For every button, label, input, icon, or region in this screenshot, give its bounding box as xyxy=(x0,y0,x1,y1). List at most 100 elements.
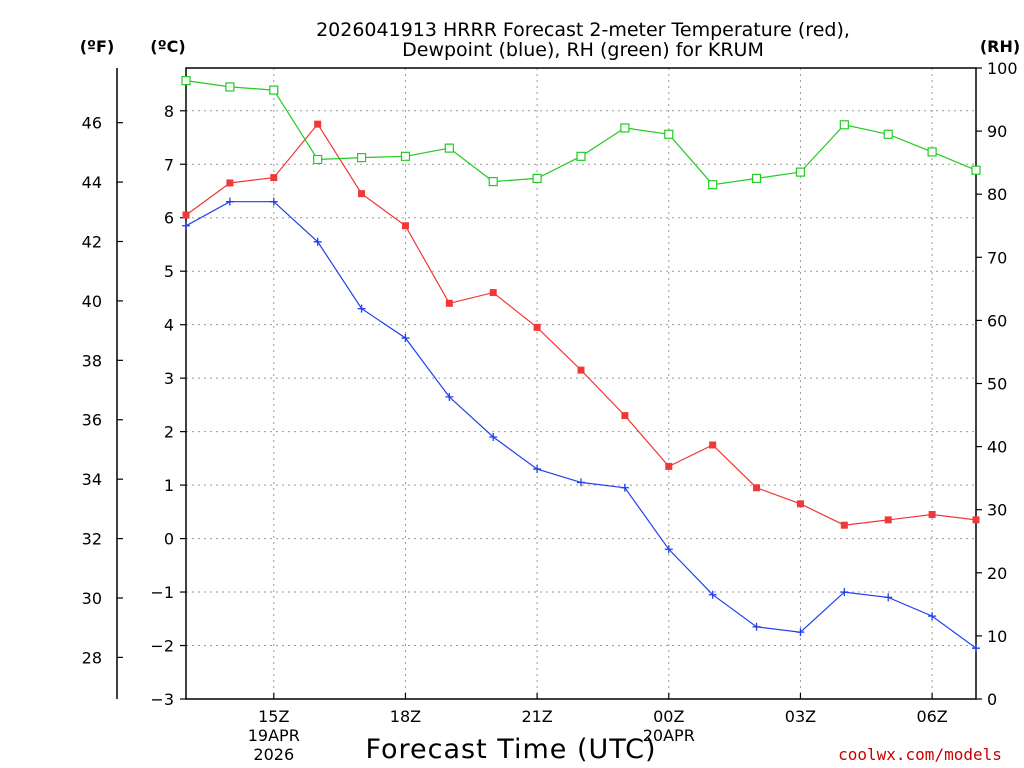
temperature-point xyxy=(709,441,717,449)
x-tick-label: 00Z xyxy=(653,707,684,726)
dewpoint-point xyxy=(796,628,805,637)
rh-point xyxy=(620,123,630,133)
rh-tick-label: 50 xyxy=(987,375,1007,394)
celsius-tick-label: 0 xyxy=(164,530,174,549)
temperature-point xyxy=(182,211,190,219)
grid xyxy=(186,68,976,699)
rh-point xyxy=(664,129,674,139)
dewpoint-point xyxy=(972,644,980,653)
x-tick-label: 03Z xyxy=(785,707,816,726)
dewpoint-point xyxy=(445,392,454,401)
x-tick-label: 18Z xyxy=(390,707,421,726)
temperature-point xyxy=(621,412,629,420)
rh-point xyxy=(927,147,937,157)
x-tick-label: 15Z xyxy=(258,707,289,726)
dewpoint-point xyxy=(928,612,937,621)
temperature-point xyxy=(270,174,278,182)
rh-point xyxy=(444,143,454,153)
dewpoint-line xyxy=(185,201,977,649)
dewpoint-point xyxy=(577,478,585,487)
rh-point xyxy=(532,173,542,184)
fahrenheit-tick-label: 34 xyxy=(82,470,102,489)
x-tick-label: 21Z xyxy=(521,707,552,726)
rh-tick-label: 20 xyxy=(987,564,1007,583)
rh-line xyxy=(185,80,977,186)
celsius-tick-label: 3 xyxy=(164,369,174,388)
rh-unit-label: (RH) xyxy=(980,37,1020,56)
temperature-line xyxy=(185,123,977,526)
temperature-point xyxy=(489,289,497,297)
temperature-point xyxy=(972,516,980,524)
rh-tick-label: 0 xyxy=(987,690,997,709)
temperature-point xyxy=(753,484,761,492)
fahrenheit-tick-label: 28 xyxy=(82,648,102,667)
rh-tick-label: 30 xyxy=(987,501,1007,520)
plot-frame xyxy=(185,67,977,700)
dewpoint-point xyxy=(313,237,322,246)
rh-point xyxy=(576,151,586,161)
rh-point xyxy=(488,176,498,187)
fahrenheit-tick-label: 32 xyxy=(82,530,102,549)
dewpoint-point xyxy=(401,334,410,343)
x-axis-title: Forecast Time (UTC) xyxy=(365,734,656,765)
rh-point xyxy=(971,165,981,175)
fahrenheit-tick-label: 30 xyxy=(82,589,102,608)
temperature-point xyxy=(226,179,234,187)
rh-tick-label: 40 xyxy=(987,438,1007,457)
temperature-point xyxy=(884,516,892,524)
celsius-tick-label: 8 xyxy=(164,102,174,121)
fahrenheit-tick-label: 36 xyxy=(82,411,102,430)
dewpoint-point xyxy=(269,197,278,206)
dewpoint-point xyxy=(620,483,629,492)
fahrenheit-tick-label: 38 xyxy=(82,351,102,370)
fahrenheit-tick-label: 42 xyxy=(82,232,102,251)
celsius-tick-label: −2 xyxy=(150,637,174,656)
celsius-tick-label: 6 xyxy=(164,209,174,228)
rh-point xyxy=(181,76,191,86)
date-label: 19APR xyxy=(248,726,300,745)
celsius-tick-label: 1 xyxy=(164,476,174,495)
series xyxy=(181,76,981,653)
rh-point xyxy=(751,173,762,184)
rh-point xyxy=(269,85,279,95)
dewpoint-point xyxy=(182,221,190,230)
chart-title-line-2: Dewpoint (blue), RH (green) for KRUM xyxy=(402,39,764,61)
dewpoint-point xyxy=(533,465,542,474)
rh-point xyxy=(839,120,849,130)
celsius-unit-label: (ºC) xyxy=(150,37,185,56)
chart-title-line-1: 2026041913 HRRR Forecast 2-meter Tempera… xyxy=(316,19,850,41)
fahrenheit-tick-label: 40 xyxy=(82,292,102,311)
rh-point xyxy=(400,151,411,161)
temperature-point xyxy=(445,299,453,307)
rh-tick-label: 90 xyxy=(987,122,1007,141)
temperature-point xyxy=(796,500,804,508)
fahrenheit-tick-label: 44 xyxy=(82,173,102,192)
fahrenheit-tick-label: 46 xyxy=(82,114,102,133)
rh-point xyxy=(356,153,367,163)
temperature-point xyxy=(533,323,541,331)
temperature-point xyxy=(358,190,366,198)
temperature-point xyxy=(840,521,848,529)
temperature-point xyxy=(314,120,322,128)
dewpoint-point xyxy=(708,590,717,599)
dewpoint-point xyxy=(664,545,673,554)
temperature-point xyxy=(577,366,585,374)
celsius-tick-label: 7 xyxy=(164,155,174,174)
date-label: 2026 xyxy=(253,745,294,764)
temperature-point xyxy=(928,511,936,519)
temperature-point xyxy=(665,462,673,470)
axes: −3−2−10123456782830323436384042444601020… xyxy=(82,59,1018,764)
rh-tick-label: 100 xyxy=(987,59,1018,78)
temperature-point xyxy=(401,222,409,230)
x-tick-label: 06Z xyxy=(916,707,947,726)
rh-point xyxy=(883,129,893,139)
dewpoint-point xyxy=(884,593,893,602)
rh-point xyxy=(225,82,235,92)
rh-tick-label: 60 xyxy=(987,311,1007,330)
rh-point xyxy=(795,167,806,177)
dewpoint-point xyxy=(357,304,366,313)
rh-tick-label: 70 xyxy=(987,248,1007,267)
rh-point xyxy=(708,180,718,190)
rh-tick-label: 10 xyxy=(987,627,1007,646)
